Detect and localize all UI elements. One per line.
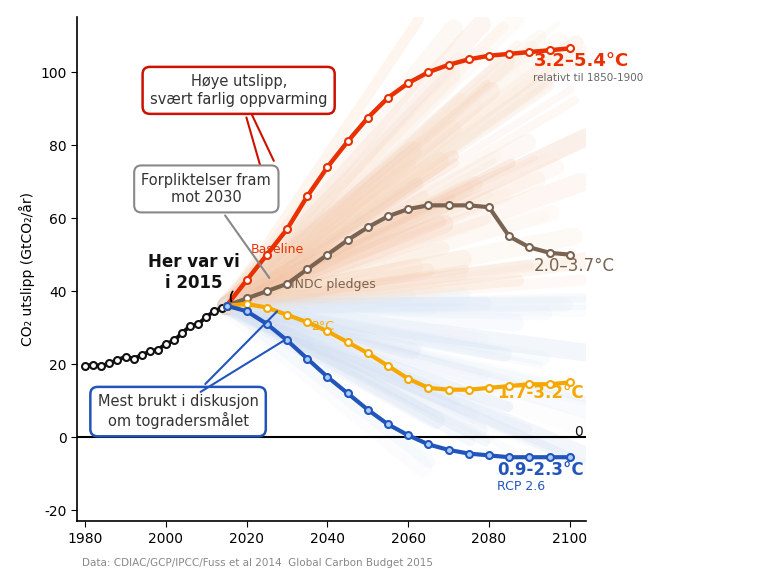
Text: 2.0–3.7°C: 2.0–3.7°C [534,256,614,274]
Text: 1.7-3.2°C: 1.7-3.2°C [497,384,584,402]
Text: Høye utslipp,
svært farlig oppvarming: Høye utslipp, svært farlig oppvarming [150,74,328,186]
Text: Mest brukt i diskusjon
om togradersmålet: Mest brukt i diskusjon om togradersmålet [98,312,277,429]
Text: Forpliktelser fram
mot 2030: Forpliktelser fram mot 2030 [141,173,271,278]
Text: Data: CDIAC/GCP/IPCC/Fuss et al 2014  Global Carbon Budget 2015: Data: CDIAC/GCP/IPCC/Fuss et al 2014 Glo… [82,558,433,569]
Text: RCP 2.6: RCP 2.6 [497,480,545,493]
Text: 0.9-2.3°C: 0.9-2.3°C [497,461,584,479]
Text: 3.2–5.4°C: 3.2–5.4°C [534,52,628,70]
Text: relativt til 1850-1900: relativt til 1850-1900 [534,72,644,83]
Text: Baseline: Baseline [251,243,304,256]
Text: 2°C: 2°C [311,320,335,333]
Text: INDC pledges: INDC pledges [291,278,376,291]
Y-axis label: CO₂ utslipp (GtCO₂/år): CO₂ utslipp (GtCO₂/år) [19,192,35,346]
Text: 0: 0 [574,424,583,439]
Text: Her var vi
i 2015: Her var vi i 2015 [148,254,240,292]
